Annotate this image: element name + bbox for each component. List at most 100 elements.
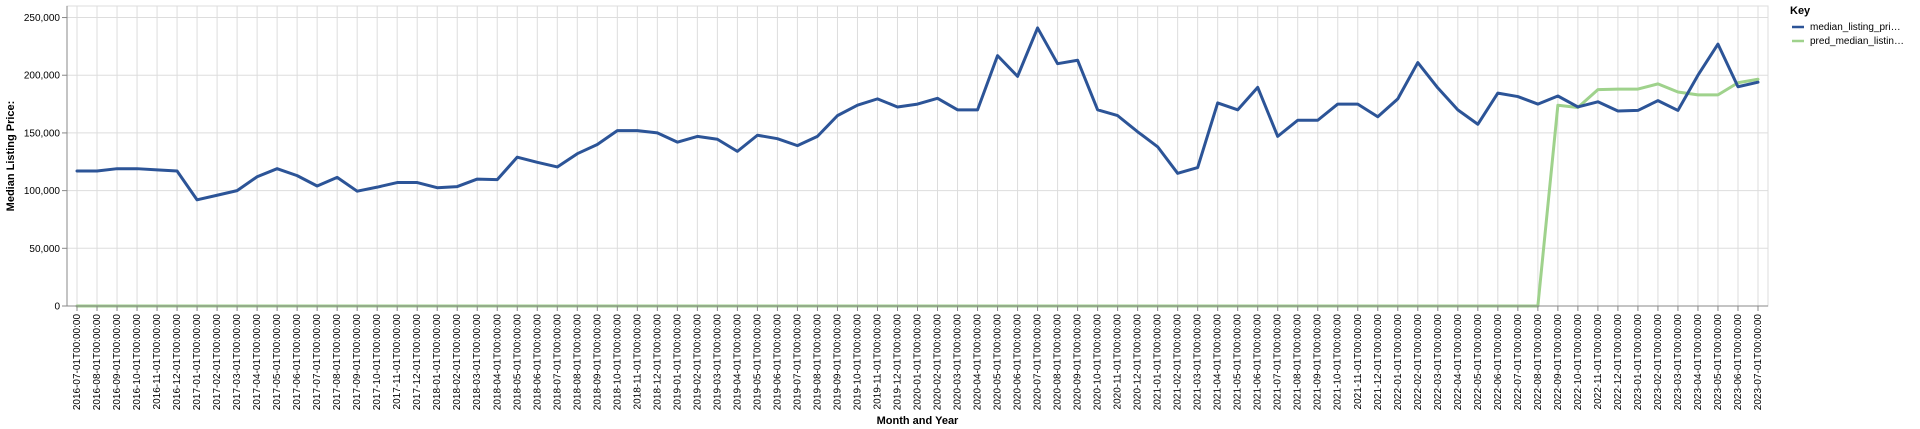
x-axis-title: Month and Year xyxy=(877,415,959,427)
x-tick-label: 2018-02-01T00:00:00 xyxy=(452,314,463,411)
legend-label: median_listing_pri… xyxy=(1810,22,1901,33)
y-tick-label: 100,000 xyxy=(24,186,61,197)
x-tick-label: 2020-06-01T00:00:00 xyxy=(1013,314,1024,411)
x-tick-label: 2019-07-01T00:00:00 xyxy=(792,314,803,411)
x-tick-label: 2021-10-01T00:00:00 xyxy=(1333,314,1344,411)
legend: Key median_listing_pri… pred_median_listi… xyxy=(1790,5,1904,47)
x-tick-label: 2021-12-01T00:00:00 xyxy=(1373,314,1384,411)
x-tick-label: 2022-01-01T00:00:00 xyxy=(1393,314,1404,411)
x-tick-label: 2022-10-01T00:00:00 xyxy=(1573,314,1584,411)
x-tick-label: 2019-10-01T00:00:00 xyxy=(852,314,863,411)
x-tick-label: 2017-01-01T00:00:00 xyxy=(192,314,203,411)
x-tick-label: 2023-05-01T00:00:00 xyxy=(1713,314,1724,411)
grid-lines xyxy=(67,6,1768,307)
y-tick-label: 0 xyxy=(54,302,60,313)
legend-label: pred_median_listin… xyxy=(1810,36,1904,47)
legend-title: Key xyxy=(1790,5,1811,17)
x-tick-label: 2021-05-01T00:00:00 xyxy=(1233,314,1244,411)
x-tick-label: 2020-04-01T00:00:00 xyxy=(973,314,984,411)
x-tick-label: 2023-02-01T00:00:00 xyxy=(1653,314,1664,411)
x-tick-label: 2019-04-01T00:00:00 xyxy=(732,314,743,411)
x-tick-label: 2018-09-01T00:00:00 xyxy=(592,314,603,411)
x-tick-label: 2021-07-01T00:00:00 xyxy=(1273,314,1284,411)
x-tick-label: 2020-03-01T00:00:00 xyxy=(953,314,964,411)
x-tick-label: 2023-03-01T00:00:00 xyxy=(1673,314,1684,411)
x-tick-label: 2022-09-01T00:00:00 xyxy=(1553,314,1564,411)
x-tick-label: 2022-08-01T00:00:00 xyxy=(1533,314,1544,411)
x-tick-label: 2022-03-01T00:00:00 xyxy=(1433,314,1444,411)
x-tick-label: 2022-11-01T00:00:00 xyxy=(1593,314,1604,410)
x-tick-label: 2020-01-01T00:00:00 xyxy=(913,314,924,411)
x-tick-label: 2020-12-01T00:00:00 xyxy=(1133,314,1144,411)
x-tick-label: 2023-04-01T00:00:00 xyxy=(1693,314,1704,411)
x-tick-label: 2019-11-01T00:00:00 xyxy=(872,314,883,410)
x-tick-label: 2020-02-01T00:00:00 xyxy=(933,314,944,411)
x-tick-label: 2019-09-01T00:00:00 xyxy=(832,314,843,411)
y-tick-label: 150,000 xyxy=(24,128,61,139)
x-tick-label: 2020-11-01T00:00:00 xyxy=(1113,314,1124,410)
y-tick-label: 200,000 xyxy=(24,71,61,82)
x-tick-label: 2023-01-01T00:00:00 xyxy=(1633,314,1644,411)
x-tick-label: 2017-12-01T00:00:00 xyxy=(412,314,423,411)
x-tick-label: 2018-12-01T00:00:00 xyxy=(652,314,663,411)
x-tick-label: 2016-08-01T00:00:00 xyxy=(92,314,103,411)
x-tick-label: 2021-11-01T00:00:00 xyxy=(1353,314,1364,410)
x-tick-label: 2018-04-01T00:00:00 xyxy=(492,314,503,411)
x-tick-label: 2021-08-01T00:00:00 xyxy=(1293,314,1304,411)
x-tick-label: 2018-10-01T00:00:00 xyxy=(612,314,623,411)
x-tick-label: 2020-10-01T00:00:00 xyxy=(1093,314,1104,411)
x-tick-label: 2018-07-01T00:00:00 xyxy=(552,314,563,411)
x-tick-label: 2022-02-01T00:00:00 xyxy=(1413,314,1424,411)
x-tick-label: 2019-12-01T00:00:00 xyxy=(892,314,903,411)
x-tick-label: 2018-05-01T00:00:00 xyxy=(512,314,523,411)
x-tick-label: 2018-11-01T00:00:00 xyxy=(632,314,643,410)
x-tick-label: 2017-11-01T00:00:00 xyxy=(392,314,403,410)
x-tick-label: 2022-12-01T00:00:00 xyxy=(1613,314,1624,411)
x-tick-label: 2017-06-01T00:00:00 xyxy=(292,314,303,411)
x-tick-label: 2016-07-01T00:00:00 xyxy=(72,314,83,411)
x-tick-label: 2021-02-01T00:00:00 xyxy=(1173,314,1184,411)
x-tick-label: 2019-05-01T00:00:00 xyxy=(752,314,763,411)
x-tick-label: 2019-01-01T00:00:00 xyxy=(672,314,683,411)
x-tick-label: 2020-07-01T00:00:00 xyxy=(1033,314,1044,411)
x-tick-label: 2021-03-01T00:00:00 xyxy=(1193,314,1204,411)
x-tick-label: 2016-12-01T00:00:00 xyxy=(172,314,183,411)
x-tick-label: 2022-04-01T00:00:00 xyxy=(1453,314,1464,411)
x-tick-label: 2019-06-01T00:00:00 xyxy=(772,314,783,411)
series-line-median-listing-price xyxy=(75,26,1760,202)
x-tick-label: 2017-08-01T00:00:00 xyxy=(332,314,343,411)
x-tick-label: 2022-05-01T00:00:00 xyxy=(1473,314,1484,411)
x-tick-label: 2017-03-01T00:00:00 xyxy=(232,314,243,411)
x-tick-label: 2020-08-01T00:00:00 xyxy=(1053,314,1064,411)
x-tick-label: 2021-01-01T00:00:00 xyxy=(1153,314,1164,411)
x-tick-label: 2016-11-01T00:00:00 xyxy=(152,314,163,410)
x-tick-label: 2017-07-01T00:00:00 xyxy=(312,314,323,411)
x-tick-label: 2019-03-01T00:00:00 xyxy=(712,314,723,411)
x-tick-label: 2022-06-01T00:00:00 xyxy=(1493,314,1504,411)
x-tick-label: 2022-07-01T00:00:00 xyxy=(1513,314,1524,411)
axes: 0 50,000 100,000 150,000 200,000 250,000 2016-… xyxy=(24,6,1768,410)
x-tick-label: 2018-08-01T00:00:00 xyxy=(572,314,583,411)
x-tick-label: 2016-09-01T00:00:00 xyxy=(112,314,123,411)
x-tick-label: 2021-09-01T00:00:00 xyxy=(1313,314,1324,411)
x-tick-label: 2021-04-01T00:00:00 xyxy=(1213,314,1224,411)
x-tick-label: 2021-06-01T00:00:00 xyxy=(1253,314,1264,411)
x-tick-label: 2017-04-01T00:00:00 xyxy=(252,314,263,411)
x-tick-label: 2023-06-01T00:00:00 xyxy=(1733,314,1744,411)
x-tick-label: 2018-03-01T00:00:00 xyxy=(472,314,483,411)
x-tick-label: 2023-07-01T00:00:00 xyxy=(1753,314,1764,411)
x-tick-label: 2017-09-01T00:00:00 xyxy=(352,314,363,411)
y-tick-label: 50,000 xyxy=(29,244,60,255)
x-tick-label: 2017-10-01T00:00:00 xyxy=(372,314,383,411)
x-tick-label: 2020-09-01T00:00:00 xyxy=(1073,314,1084,411)
y-axis-title: Median Listing Price: xyxy=(5,101,17,212)
x-tick-label: 2020-05-01T00:00:00 xyxy=(993,314,1004,411)
x-tick-label: 2017-02-01T00:00:00 xyxy=(212,314,223,411)
x-tick-label: 2016-10-01T00:00:00 xyxy=(132,314,143,411)
x-tick-label: 2019-02-01T00:00:00 xyxy=(692,314,703,411)
x-tick-label: 2019-08-01T00:00:00 xyxy=(812,314,823,411)
y-tick-label: 250,000 xyxy=(24,13,61,24)
x-tick-label: 2018-06-01T00:00:00 xyxy=(532,314,543,411)
x-tick-label: 2018-01-01T00:00:00 xyxy=(432,314,443,411)
